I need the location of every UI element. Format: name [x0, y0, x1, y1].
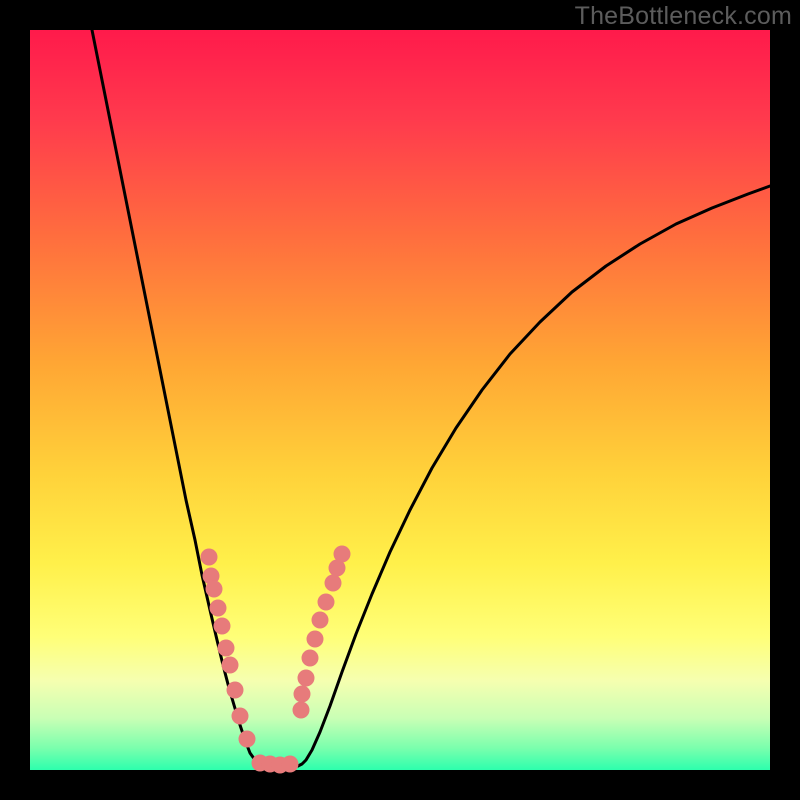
marker-left — [206, 581, 223, 598]
marker-right — [312, 612, 329, 629]
bottleneck-curve — [92, 30, 770, 766]
marker-left — [201, 549, 218, 566]
marker-right — [318, 594, 335, 611]
marker-bottom — [282, 756, 299, 773]
marker-left — [214, 618, 231, 635]
marker-left — [210, 600, 227, 617]
marker-left — [232, 708, 249, 725]
marker-right — [307, 631, 324, 648]
marker-right — [298, 670, 315, 687]
marker-right — [293, 702, 310, 719]
marker-right — [334, 546, 351, 563]
marker-right — [325, 575, 342, 592]
chart-svg — [0, 0, 800, 800]
watermark-text: TheBottleneck.com — [575, 2, 792, 31]
marker-right — [302, 650, 319, 667]
marker-right — [294, 686, 311, 703]
marker-left — [227, 682, 244, 699]
marker-left — [239, 731, 256, 748]
marker-left — [222, 657, 239, 674]
curve-right — [298, 186, 770, 766]
marker-left — [218, 640, 235, 657]
curve-left — [92, 30, 262, 766]
